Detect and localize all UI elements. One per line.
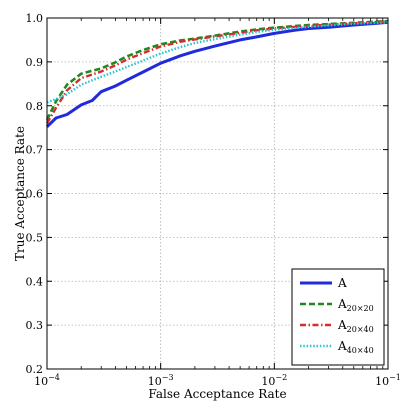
x-tick-label: 10−2 — [261, 373, 287, 388]
x-tick-label: 10−4 — [34, 373, 60, 388]
y-axis-title: True Acceptance Rate — [13, 126, 27, 261]
y-tick-label: 0.3 — [26, 319, 44, 332]
y-tick-labels: 0.2 0.3 0.4 0.5 0.6 0.7 0.8 0.9 1.0 — [26, 12, 44, 376]
y-tick-label: 1.0 — [26, 12, 44, 25]
y-tick-label: 0.8 — [26, 100, 44, 113]
series-lines — [45, 19, 389, 128]
y-tick-label: 0.4 — [26, 275, 44, 288]
legend-label-3: A40×40 — [337, 339, 374, 355]
x-tick-labels: 10−4 10−3 10−2 10−1 — [34, 373, 401, 388]
y-tick-label: 0.2 — [26, 363, 44, 376]
x-tick-label: 10−1 — [375, 373, 401, 388]
legend-label-1: A20×20 — [337, 297, 374, 313]
y-tick-label: 0.5 — [26, 231, 44, 244]
legend-box — [291, 268, 385, 366]
series-line-3 — [46, 21, 389, 104]
legend-label-0: A — [337, 276, 347, 290]
plot-frame — [46, 17, 389, 370]
legend: A A20×20 A20×40 A40×40 — [291, 268, 385, 366]
y-tick-label: 0.9 — [26, 56, 44, 69]
x-axis-title: False Acceptance Rate — [148, 387, 286, 401]
series-line-0 — [45, 20, 389, 128]
legend-label-2: A20×40 — [337, 318, 374, 334]
x-tick-label: 10−3 — [148, 373, 174, 388]
y-tick-label: 0.6 — [26, 188, 44, 201]
y-tick-label: 0.7 — [26, 144, 44, 157]
